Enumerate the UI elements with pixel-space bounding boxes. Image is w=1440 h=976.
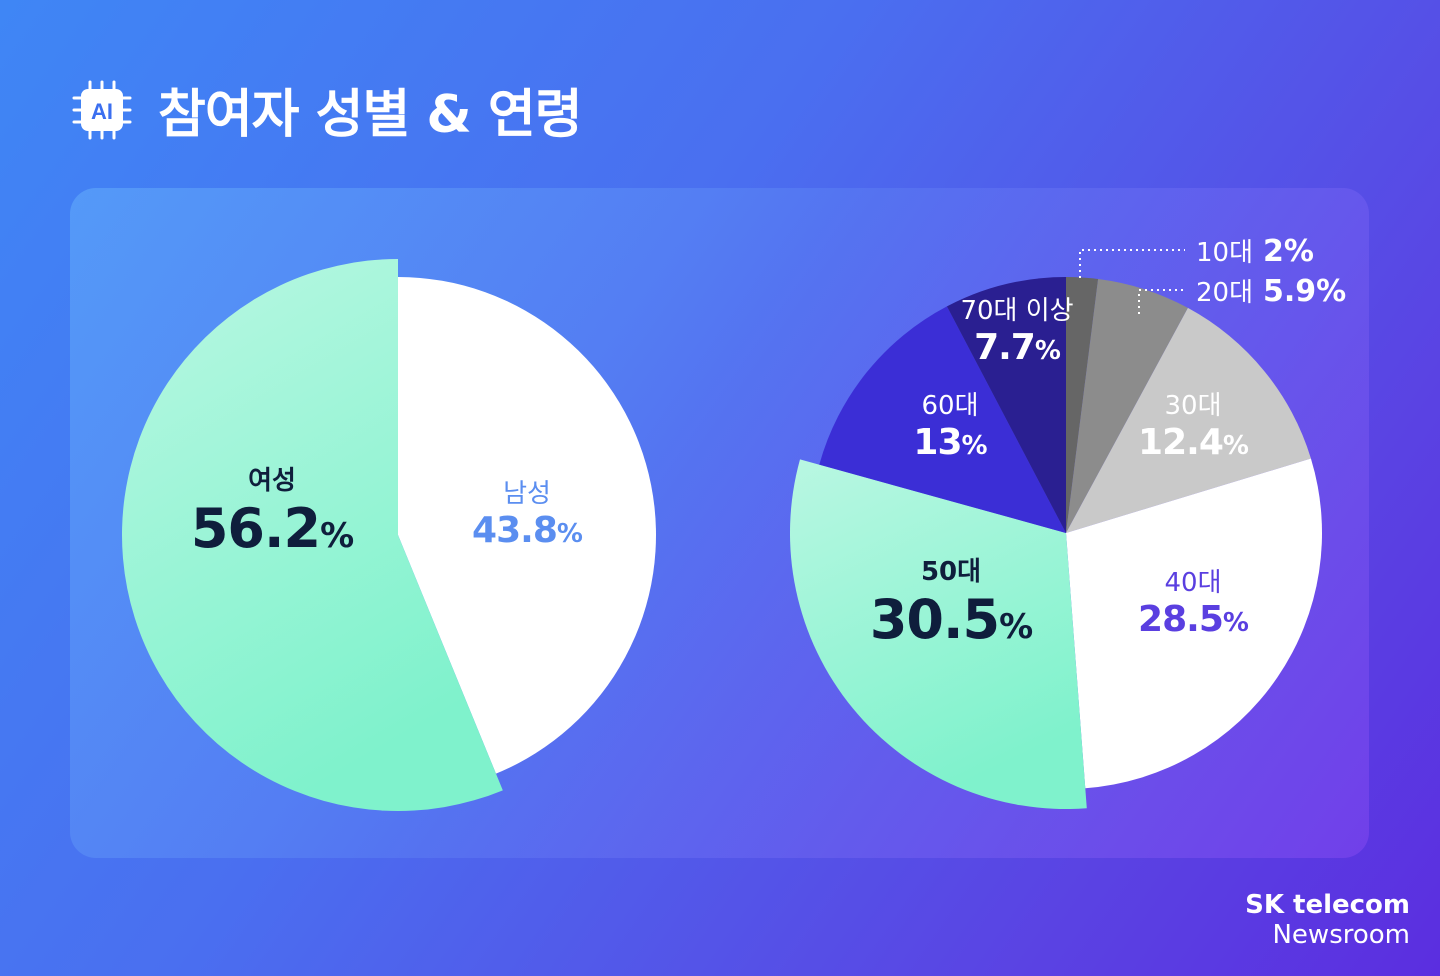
label-40s-unit: %: [1222, 608, 1249, 638]
label-50s-category: 50대: [920, 557, 982, 587]
label-20s-category: 20대: [1196, 278, 1254, 308]
label-female: 여성 56.2%: [190, 460, 354, 560]
label-10s-unit: %: [1283, 234, 1314, 269]
page-title: 참여자 성별 & 연령: [158, 85, 583, 145]
slice-male: [398, 277, 656, 774]
label-male-category: 남성: [503, 479, 551, 509]
label-female-category: 여성: [248, 466, 296, 496]
label-female-unit: %: [320, 516, 354, 556]
header: AI 참여자 성별 & 연령: [70, 72, 583, 147]
label-10s-category: 10대: [1196, 238, 1254, 268]
leader-20s: [1138, 289, 1185, 314]
slice-40s: [1066, 458, 1323, 789]
brand-sk-telecom: SK telecom: [1245, 890, 1410, 920]
brand-logo: SK telecom Newsroom: [1245, 890, 1410, 950]
label-70s-plus: 70대 이상 7.7%: [960, 290, 1073, 368]
label-30s: 30대 12.4%: [1138, 385, 1249, 463]
label-50s-value: 30.5: [869, 588, 1000, 651]
label-30s-unit: %: [1222, 431, 1249, 461]
leader-10s: [1079, 249, 1185, 278]
ai-chip-icon: AI: [70, 78, 134, 142]
slice-female: [121, 259, 503, 811]
slice-70s-plus: [946, 277, 1066, 533]
label-40s-category: 40대: [1164, 568, 1222, 598]
slice-60s: [819, 306, 1066, 533]
label-10s: 10대 2%: [1196, 232, 1314, 269]
slice-30s: [1066, 307, 1311, 533]
label-20s-value: 5.9: [1263, 274, 1317, 309]
label-20s: 20대 5.9%: [1196, 272, 1346, 309]
slice-10s: [1066, 277, 1099, 533]
label-10s-value: 2: [1263, 234, 1284, 269]
label-30s-category: 30대: [1164, 391, 1222, 421]
ai-chip-text: AI: [91, 99, 113, 124]
label-30s-value: 12.4: [1138, 422, 1224, 463]
label-40s: 40대 28.5%: [1138, 562, 1249, 640]
label-60s: 60대 13%: [913, 385, 988, 463]
label-male-value: 43.8: [472, 510, 558, 551]
label-70s-plus-value: 7.7: [974, 327, 1036, 368]
label-female-value: 56.2: [190, 497, 321, 560]
label-60s-category: 60대: [921, 391, 979, 421]
brand-newsroom: Newsroom: [1272, 920, 1410, 950]
label-male: 남성 43.8%: [472, 473, 583, 551]
slice-50s: [789, 459, 1087, 810]
label-70s-plus-unit: %: [1034, 336, 1061, 366]
label-50s: 50대 30.5%: [869, 551, 1033, 651]
label-male-unit: %: [556, 519, 583, 549]
label-50s-unit: %: [999, 607, 1033, 647]
label-60s-unit: %: [961, 431, 988, 461]
label-70s-plus-category: 70대 이상: [960, 296, 1074, 326]
label-40s-value: 28.5: [1138, 599, 1224, 640]
slice-20s: [1066, 279, 1188, 533]
label-20s-unit: %: [1316, 274, 1347, 309]
label-60s-value: 13: [913, 422, 962, 463]
